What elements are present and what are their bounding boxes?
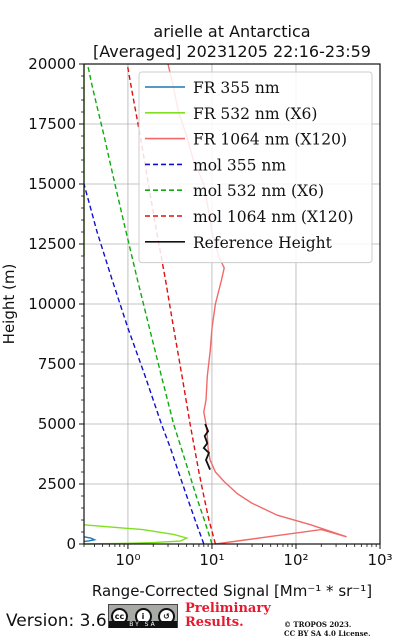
series-line-reference-height: [202, 423, 211, 470]
y-axis-label: Height (m): [0, 264, 18, 345]
cc-badge-label: BY SA: [109, 621, 177, 628]
version-label: Version: 3.6: [6, 611, 107, 631]
x-tick-label: 10²: [283, 551, 308, 569]
chart-title-line-1: arielle at Antarctica: [153, 22, 310, 41]
y-tick-label: 17500: [28, 115, 76, 133]
copyright-line-1: © TROPOS 2023.: [284, 620, 352, 629]
x-tick-label: 10¹: [199, 551, 224, 569]
legend-label: FR 355 nm: [193, 79, 280, 97]
copyright-notice: © TROPOS 2023. CC BY SA 4.0 License.: [284, 620, 371, 638]
axis-ticks: 0 2500 5000 7500 10000 12500 15000 17500 20000 10…: [28, 55, 392, 569]
preliminary-results-notice: Preliminary Results.: [185, 602, 271, 630]
legend-label: mol 355 nm: [193, 156, 286, 174]
chart-legend: FR 355 nm FR 532 nm (X6) FR 1064 nm (X120)…: [138, 71, 373, 264]
legend-label: FR 1064 nm (X120): [193, 131, 347, 149]
series-line-mol-532-nm-x6: [86, 63, 213, 545]
legend-label: mol 1064 nm (X120): [193, 208, 354, 226]
chart-title-line-2: [Averaged] 20231205 22:16-23:59: [93, 42, 371, 61]
series-line-fr-532-nm-x6: [83, 524, 189, 545]
y-tick-label: 12500: [28, 235, 76, 253]
y-tick-label: 5000: [38, 415, 76, 433]
series-line-fr-355-nm: [83, 536, 97, 543]
y-tick-label: 20000: [28, 55, 76, 73]
y-tick-label: 10000: [28, 295, 76, 313]
series-line-mol-1064-nm-x120: [126, 63, 217, 545]
series-line-mol-355-nm: [83, 183, 205, 545]
x-tick-label: 10³: [367, 551, 392, 569]
preliminary-line-1: Preliminary: [185, 601, 271, 616]
legend-label: mol 532 nm (X6): [193, 182, 324, 200]
legend-box: [138, 71, 373, 264]
y-tick-label: 15000: [28, 175, 76, 193]
y-tick-label: 2500: [38, 475, 76, 493]
legend-label: FR 532 nm (X6): [193, 105, 317, 123]
cc-license-badge: cc i ↺ BY SA: [108, 604, 178, 628]
x-axis-label: Range-Corrected Signal [Mm⁻¹ * sr⁻¹]: [92, 582, 372, 600]
legend-label: Reference Height: [193, 234, 333, 252]
x-tick-label: 10⁰: [115, 551, 140, 569]
y-tick-label: 0: [66, 535, 76, 553]
sa-icon: ↺: [158, 607, 175, 625]
preliminary-line-2: Results.: [185, 615, 244, 630]
copyright-line-2: CC BY SA 4.0 License.: [284, 629, 371, 638]
y-tick-label: 7500: [38, 355, 76, 373]
